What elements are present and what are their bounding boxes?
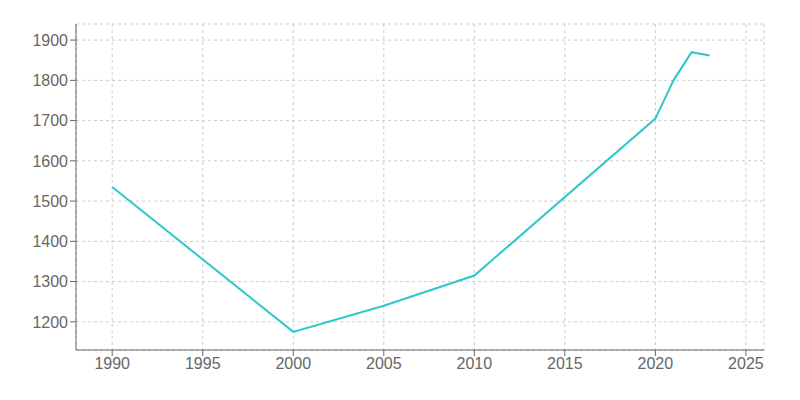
svg-text:1200: 1200 [32, 314, 68, 331]
svg-text:1900: 1900 [32, 32, 68, 49]
svg-text:2025: 2025 [728, 355, 764, 372]
svg-text:1400: 1400 [32, 233, 68, 250]
svg-text:1800: 1800 [32, 72, 68, 89]
svg-text:2020: 2020 [638, 355, 674, 372]
svg-text:1300: 1300 [32, 273, 68, 290]
svg-text:1500: 1500 [32, 193, 68, 210]
svg-text:2000: 2000 [275, 355, 311, 372]
svg-text:1700: 1700 [32, 112, 68, 129]
svg-text:2010: 2010 [457, 355, 493, 372]
svg-text:2005: 2005 [366, 355, 402, 372]
svg-text:1995: 1995 [185, 355, 221, 372]
svg-text:1600: 1600 [32, 153, 68, 170]
svg-text:2015: 2015 [547, 355, 583, 372]
svg-text:1990: 1990 [94, 355, 130, 372]
